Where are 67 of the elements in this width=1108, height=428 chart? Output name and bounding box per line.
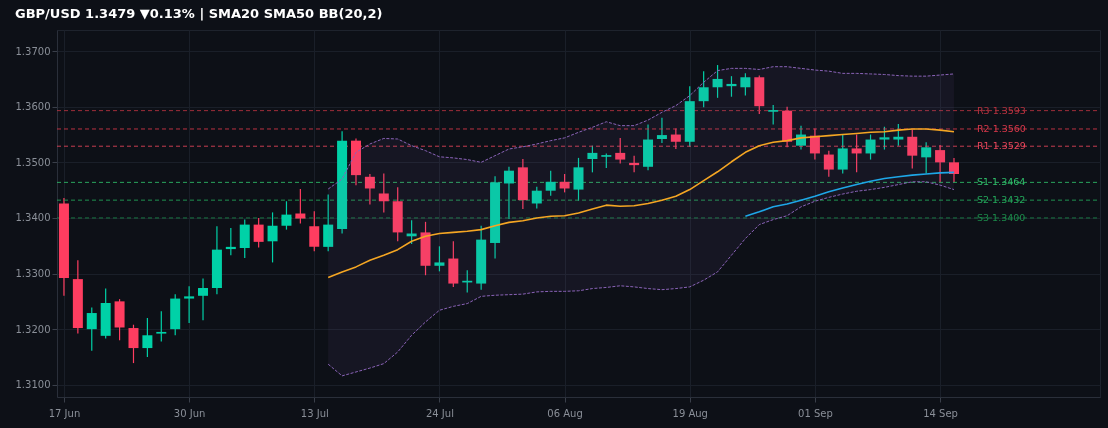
candlestick [865, 133, 876, 161]
candlestick [142, 317, 153, 358]
candlestick [768, 104, 779, 126]
candlestick [545, 170, 556, 197]
candlestick [921, 141, 932, 175]
candlestick [879, 126, 890, 151]
candlestick [531, 186, 542, 210]
candlestick [587, 145, 598, 173]
candlestick [378, 172, 389, 213]
candlestick [156, 310, 167, 342]
ref-line-label: S3 1.3400 [977, 211, 1026, 223]
candlestick [726, 75, 737, 98]
line-series [327, 128, 955, 279]
x-tick-label: 30 Jun [173, 407, 206, 419]
x-tick-label: 13 Jul [300, 407, 329, 419]
candlestick [615, 137, 626, 165]
candlestick [837, 133, 848, 175]
candlestick [239, 219, 250, 259]
y-tick-label: 1.3300 [15, 268, 51, 280]
x-tick-label: 24 Jul [425, 407, 454, 419]
candlestick [128, 324, 139, 364]
candlestick [309, 210, 320, 252]
candlestick [281, 200, 292, 231]
candlestick [656, 117, 667, 144]
line-series [327, 66, 955, 190]
candlestick [267, 211, 278, 264]
candlestick [559, 173, 570, 193]
candlestick [851, 133, 862, 173]
candlestick [253, 217, 264, 249]
y-tick-label: 1.3700 [15, 45, 51, 57]
y-tick-label: 1.3200 [15, 323, 51, 335]
x-tick-label: 19 Aug [672, 407, 708, 419]
candlestick [573, 157, 584, 202]
candlestick [364, 173, 375, 206]
x-tick-label: 17 Jun [48, 407, 81, 419]
y-tick-label: 1.3100 [15, 379, 51, 391]
ref-line-label: R2 1.3560 [977, 122, 1026, 134]
ref-line-label: R1 1.3529 [977, 140, 1026, 152]
candlestick [935, 144, 946, 183]
x-tick-label: 14 Sep [923, 407, 958, 419]
candlestick [198, 277, 209, 321]
y-tick-label: 1.3600 [15, 101, 51, 113]
candlestick [225, 227, 236, 256]
y-tick-label: 1.3500 [15, 156, 51, 168]
candlestick [503, 166, 514, 220]
chart-title: GBP/USD 1.3479 ▼0.13% | SMA20 SMA50 BB(20,2) [15, 6, 383, 21]
candlestick [86, 306, 97, 352]
ref-line-label: S2 1.3432 [977, 194, 1026, 206]
candlestick [823, 150, 834, 178]
candlestick [323, 193, 334, 252]
candlestick [698, 70, 709, 108]
candlestick [740, 72, 751, 97]
candlestick [712, 64, 723, 99]
y-tick-label: 1.3400 [15, 212, 51, 224]
x-tick-label: 01 Sep [798, 407, 833, 419]
ref-line-label: R3 1.3593 [977, 104, 1026, 116]
line-series [327, 181, 955, 377]
candlestick [907, 128, 918, 170]
candlestick [893, 123, 904, 147]
ref-line-label: S1 1.3464 [977, 176, 1026, 188]
candlestick [184, 285, 195, 324]
candlestick [434, 245, 445, 272]
candlestick [629, 155, 640, 173]
candlestick [948, 157, 959, 183]
candlestick [670, 127, 681, 150]
candlestick [295, 188, 306, 225]
x-tick-label: 06 Aug [547, 407, 583, 419]
